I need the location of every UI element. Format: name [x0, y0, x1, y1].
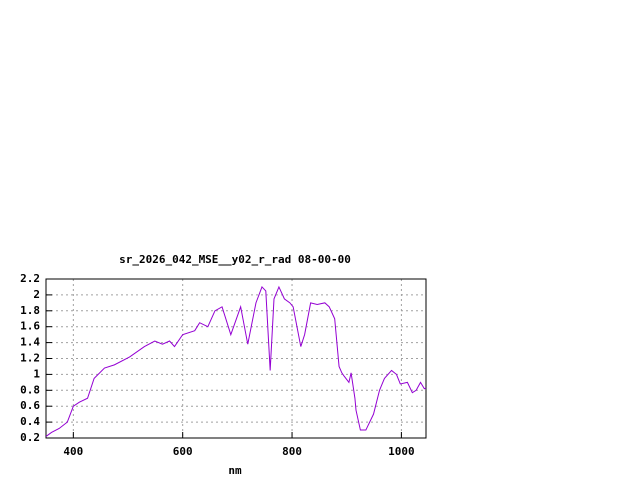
y-tick-label: 0.6 — [20, 399, 40, 412]
x-tick-label: 400 — [63, 445, 83, 458]
plot-frame — [45, 278, 427, 439]
x-tick-label: 800 — [282, 445, 302, 458]
y-tick-label: 0.2 — [20, 431, 40, 444]
y-tick-label: 0.4 — [20, 415, 40, 428]
x-tick-label: 1000 — [388, 445, 415, 458]
y-tick-label: 1.8 — [20, 304, 40, 317]
y-tick-label: 1 — [33, 367, 40, 380]
y-tick-label: 0.8 — [20, 383, 40, 396]
x-axis-label: nm — [228, 464, 242, 477]
y-tick-label: 1.6 — [20, 320, 40, 333]
data-line — [45, 285, 427, 437]
chart-title: sr_2026_042_MSE__y02_r_rad 08-00-00 — [119, 253, 351, 266]
y-tick-label: 2 — [33, 288, 40, 301]
x-tick-label: 600 — [173, 445, 193, 458]
y-tick-label: 2.2 — [20, 272, 40, 285]
y-tick-label: 1.2 — [20, 352, 40, 365]
y-tick-label: 1.4 — [20, 336, 40, 349]
